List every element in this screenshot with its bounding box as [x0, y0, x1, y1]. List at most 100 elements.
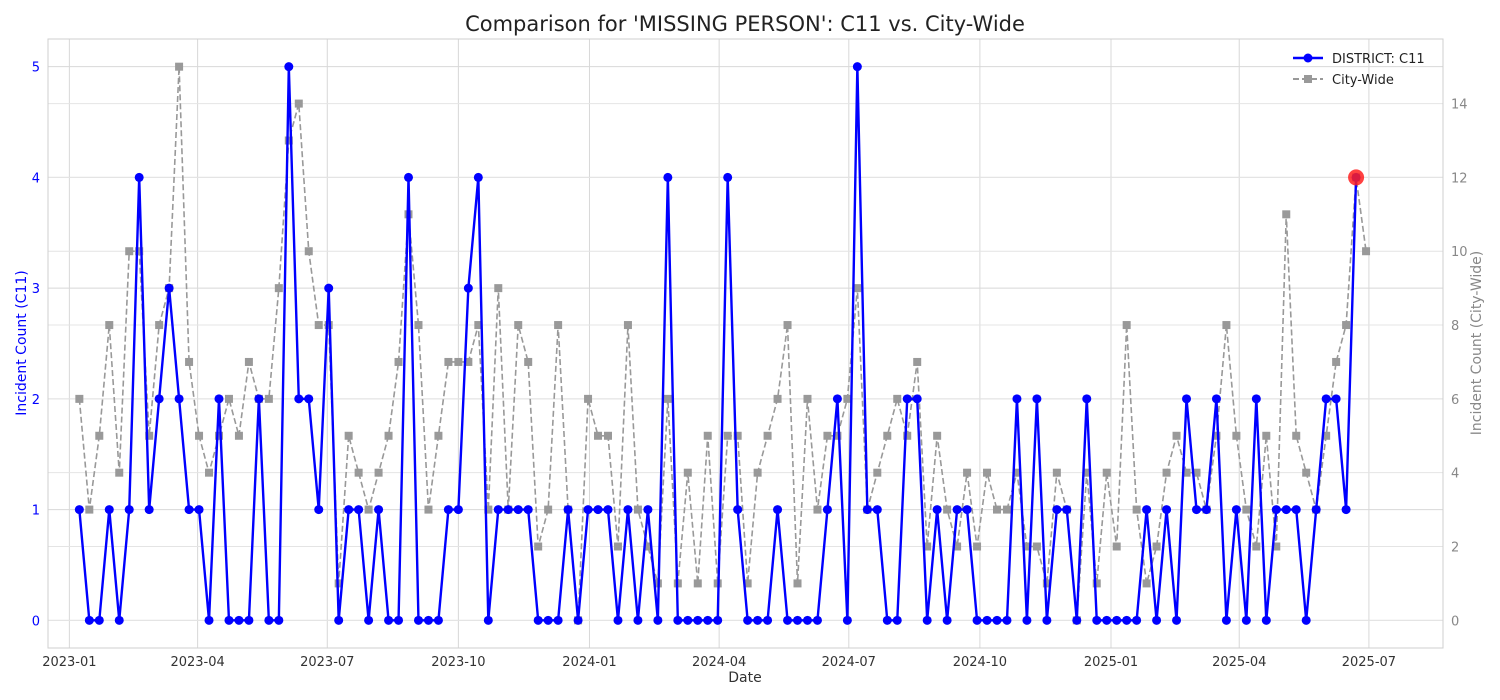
left-y-tick-label: 5 [32, 61, 40, 76]
district-point [1002, 615, 1012, 625]
district-point [194, 505, 204, 515]
citywide-point [294, 99, 303, 108]
citywide-point [733, 431, 742, 440]
district-point [384, 615, 394, 625]
right-y-tick-label: 2 [1451, 541, 1459, 556]
citywide-point [484, 505, 493, 514]
citywide-point [1002, 505, 1011, 514]
citywide-point [544, 505, 553, 514]
district-point [743, 615, 753, 625]
citywide-point [1322, 431, 1331, 440]
citywide-point [85, 505, 94, 514]
citywide-point [1282, 210, 1291, 219]
district-point [374, 505, 384, 515]
citywide-point [843, 394, 852, 403]
citywide-point [524, 357, 533, 366]
district-point [334, 615, 344, 625]
district-point [144, 505, 154, 515]
district-point [234, 615, 244, 625]
citywide-point [264, 394, 273, 403]
district-point [1311, 505, 1321, 515]
district-point [1072, 615, 1082, 625]
district-point [962, 505, 972, 515]
district-point [433, 615, 443, 625]
x-tick-label: 2023-01 [42, 655, 96, 670]
x-tick-label: 2023-10 [431, 655, 485, 670]
citywide-point [1042, 579, 1051, 588]
citywide-point [823, 431, 832, 440]
district-point [982, 615, 992, 625]
district-point [972, 615, 982, 625]
district-point [1102, 615, 1112, 625]
citywide-point [1032, 542, 1041, 551]
district-point [254, 394, 264, 404]
district-point [1152, 615, 1162, 625]
district-point [1172, 615, 1182, 625]
district-point [872, 505, 882, 515]
district-point [74, 505, 84, 515]
citywide-point [185, 357, 194, 366]
district-point [354, 505, 364, 515]
citywide-point [1142, 579, 1151, 588]
left-y-tick-label: 4 [32, 171, 40, 186]
left-y-tick-label: 1 [32, 504, 40, 519]
latest-point-highlight [1348, 169, 1365, 186]
citywide-point [633, 505, 642, 514]
citywide-point [1132, 505, 1141, 514]
district-point [713, 615, 723, 625]
district-point [802, 615, 812, 625]
district-point [1092, 615, 1102, 625]
district-point [214, 394, 224, 404]
citywide-point [833, 431, 842, 440]
district-point [1341, 505, 1351, 515]
citywide-point [1082, 468, 1091, 477]
citywide-point [953, 542, 962, 551]
citywide-point [1112, 542, 1121, 551]
citywide-point [344, 431, 353, 440]
citywide-point [145, 431, 154, 440]
citywide-point [514, 321, 523, 330]
plot-frame [47, 38, 1444, 649]
district-point [1042, 615, 1052, 625]
district-point [862, 505, 872, 515]
citywide-point [1222, 321, 1231, 330]
citywide-point [414, 321, 423, 330]
citywide-point [1182, 468, 1191, 477]
x-tick-label: 2024-07 [822, 655, 876, 670]
district-point [1022, 615, 1032, 625]
district-point [852, 62, 862, 72]
citywide-point [594, 431, 603, 440]
citywide-point [663, 394, 672, 403]
citywide-point [1052, 468, 1061, 477]
district-point [314, 505, 324, 515]
district-point [1191, 505, 1201, 515]
district-point [533, 615, 543, 625]
citywide-point [384, 431, 393, 440]
citywide-point [95, 431, 104, 440]
district-point [1281, 505, 1291, 515]
legend-label-citywide: City-Wide [1332, 73, 1394, 88]
citywide-point [992, 505, 1001, 514]
citywide-point [813, 505, 822, 514]
left-y-axis-label: Incident Count (C11) [14, 270, 30, 415]
district-point [763, 615, 773, 625]
district-point [653, 615, 663, 625]
district-point [294, 394, 304, 404]
citywide-point [743, 579, 752, 588]
district-point [443, 505, 453, 515]
citywide-point [175, 62, 184, 71]
citywide-point [224, 394, 233, 403]
citywide-point [274, 284, 283, 293]
legend-marker-citywide [1304, 75, 1312, 83]
citywide-point [105, 321, 114, 330]
district-point [683, 615, 693, 625]
legend: DISTRICT: C11 City-Wide [1293, 52, 1425, 88]
district-point [284, 62, 294, 72]
district-point [463, 283, 473, 293]
district-point [723, 172, 733, 182]
citywide-point [1262, 431, 1271, 440]
district-point [573, 615, 583, 625]
district-point [244, 615, 254, 625]
x-tick-label: 2023-07 [300, 655, 354, 670]
district-point [663, 172, 673, 182]
